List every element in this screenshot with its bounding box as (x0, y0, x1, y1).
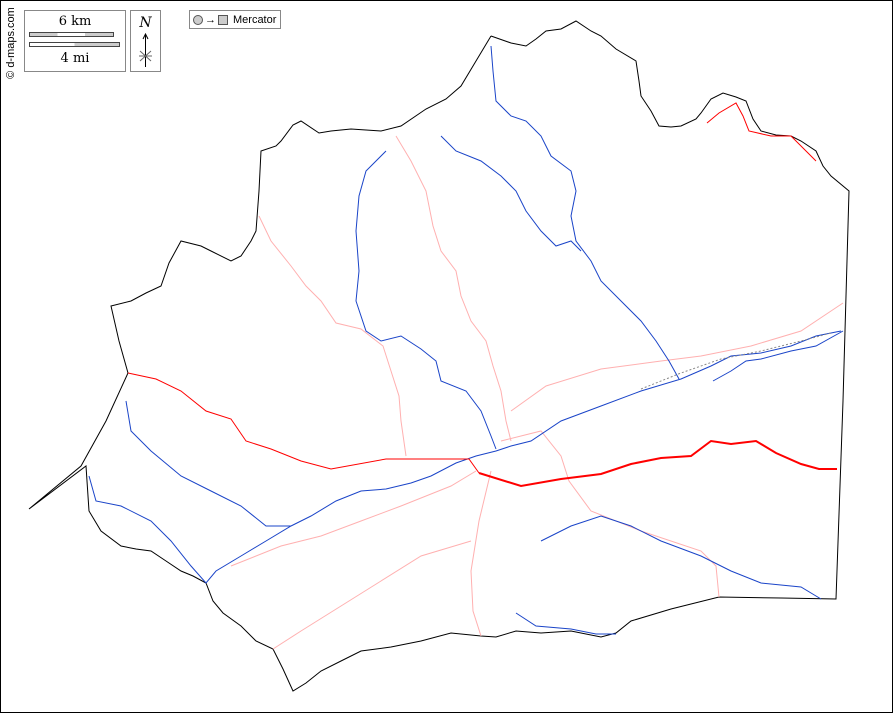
region-outline (28, 20, 850, 692)
arrow-icon: → (205, 13, 216, 26)
river (490, 45, 680, 380)
square-icon (218, 14, 228, 25)
main-road (127, 372, 480, 474)
north-arrow: N (130, 10, 161, 72)
rivers (88, 45, 844, 635)
secondary-road (470, 470, 492, 637)
secondary-road (395, 135, 512, 442)
river (540, 515, 822, 600)
scale-bar: 6 km 4 mi (24, 10, 126, 72)
scale-km-bar (29, 32, 114, 37)
credit-text: © d-maps.com (5, 7, 17, 79)
river (88, 330, 842, 584)
boundary-dashed (640, 332, 832, 390)
main-roads (127, 102, 837, 488)
main-road (478, 439, 837, 488)
projection-badge: → Mercator (189, 10, 282, 29)
scale-km-label: 6 km (58, 14, 92, 29)
compass-icon (139, 32, 152, 67)
secondary-roads (230, 135, 844, 650)
scale-mi-label: 4 mi (60, 51, 90, 66)
circle-icon (193, 14, 203, 25)
secondary-road (510, 302, 844, 412)
secondary-road (230, 470, 477, 567)
scale-mi-bar (29, 42, 120, 47)
north-label: N (139, 15, 152, 31)
river (355, 150, 497, 450)
river (125, 400, 291, 527)
secondary-road (272, 540, 472, 650)
main-road (706, 102, 817, 162)
projection-label: Mercator (233, 13, 277, 26)
river (440, 135, 582, 252)
secondary-road (258, 215, 407, 457)
river (712, 330, 844, 382)
river (515, 612, 616, 635)
